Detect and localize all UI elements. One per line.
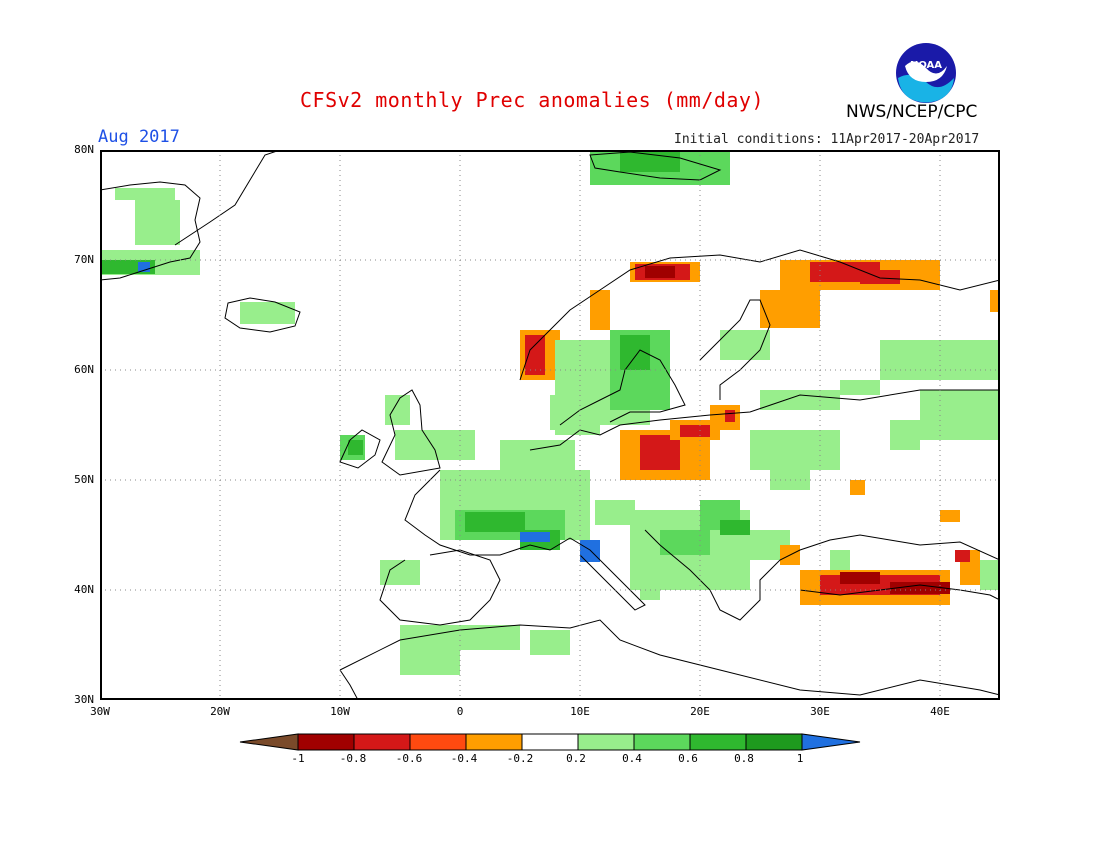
- lon-label: 20E: [690, 705, 710, 718]
- initial-conditions: Initial conditions: 11Apr2017-20Apr2017: [674, 132, 980, 147]
- colorbar-label: -0.8: [339, 752, 367, 765]
- lon-label: 40E: [930, 705, 950, 718]
- colorbar: [239, 733, 861, 751]
- lat-label: 60N: [74, 363, 94, 376]
- colorbar-bin: [465, 733, 523, 751]
- colorbar-label: 0.8: [734, 752, 754, 765]
- lon-label: 10W: [330, 705, 350, 718]
- forecast-period: Aug 2017: [98, 127, 180, 147]
- colorbar-lower-extend: [239, 733, 299, 751]
- colorbar-label: -0.2: [506, 752, 534, 765]
- map-frame: [100, 150, 1000, 700]
- colorbar-label: 1: [796, 752, 804, 765]
- noaa-logo-icon: NOAA: [896, 43, 956, 103]
- logo-text: NOAA: [910, 60, 942, 71]
- colorbar-label: -0.6: [395, 752, 423, 765]
- lon-label: 10E: [570, 705, 590, 718]
- colorbar-upper-extend: [801, 733, 861, 751]
- colorbar-bin: [353, 733, 411, 751]
- lat-label: 40N: [74, 583, 94, 596]
- lat-label: 70N: [74, 253, 94, 266]
- colorbar-bin: [577, 733, 635, 751]
- lon-label: 30E: [810, 705, 830, 718]
- colorbar-label: 0.2: [566, 752, 586, 765]
- anomaly-field: [100, 150, 1000, 675]
- lat-label: 50N: [74, 473, 94, 486]
- colorbar-bin: [745, 733, 803, 751]
- colorbar-bin: [409, 733, 467, 751]
- colorbar-label: 0.6: [678, 752, 698, 765]
- lat-label: 80N: [74, 143, 94, 156]
- map-canvas: [100, 150, 1000, 700]
- colorbar-bin: [633, 733, 691, 751]
- colorbar-bin: [297, 733, 355, 751]
- colorbar-label: -1: [291, 752, 305, 765]
- colorbar-label: -0.4: [450, 752, 478, 765]
- lon-label: 0: [456, 705, 464, 718]
- lon-label: 20W: [210, 705, 230, 718]
- lon-label: 30W: [90, 705, 110, 718]
- lat-label: 30N: [74, 693, 94, 706]
- agency-label: NWS/NCEP/CPC: [846, 102, 978, 122]
- map-title: CFSv2 monthly Prec anomalies (mm/day): [300, 88, 765, 112]
- colorbar-label: 0.4: [622, 752, 642, 765]
- coastlines: [100, 150, 1000, 700]
- graticule: [100, 150, 1000, 700]
- colorbar-bin: [521, 733, 579, 751]
- colorbar-bin: [689, 733, 747, 751]
